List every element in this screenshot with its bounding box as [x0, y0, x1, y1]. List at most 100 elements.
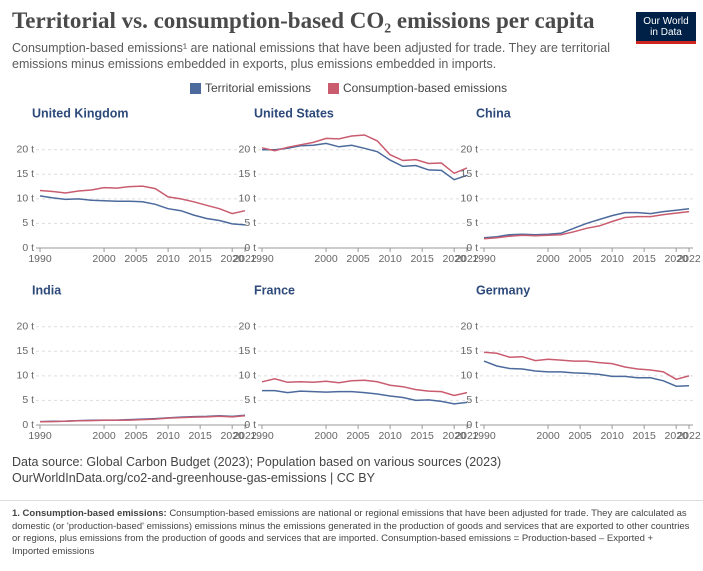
- x-tick-label: 2010: [156, 430, 180, 442]
- x-tick-label: 1990: [28, 430, 52, 442]
- x-tick-label: 2005: [568, 253, 592, 265]
- x-tick-label: 2022: [677, 253, 701, 265]
- x-tick-label: 1990: [250, 253, 274, 265]
- y-tick-label: 20 t: [460, 144, 478, 156]
- x-tick-label: 2010: [378, 253, 402, 265]
- y-tick-label: 15 t: [16, 345, 34, 357]
- y-tick-label: 5 t: [466, 394, 478, 406]
- y-tick-label: 0 t: [466, 242, 478, 254]
- y-tick-label: 15 t: [460, 345, 478, 357]
- x-tick-label: 2020: [221, 430, 245, 442]
- source-line[interactable]: OurWorldInData.org/co2-and-greenhouse-ga…: [12, 471, 375, 485]
- x-tick-label: 2020: [665, 430, 689, 442]
- x-tick-label: 2015: [410, 253, 434, 265]
- footnote-text: Consumption-based emissions are national…: [12, 508, 690, 557]
- x-tick-label: 2020: [443, 253, 467, 265]
- y-tick-label: 10 t: [16, 193, 34, 205]
- series-line: [262, 142, 468, 181]
- series-line: [39, 414, 246, 423]
- x-tick-label: 2000: [92, 253, 116, 265]
- title: Territorial vs. consumption-based CO₂ em…: [12, 8, 595, 33]
- y-tick-label: 10 t: [16, 370, 34, 382]
- footnote: 1. Consumption-based emissions: Consumpt…: [12, 508, 692, 558]
- panel-title: United Kingdom: [32, 106, 129, 120]
- y-tick-label: 5 t: [22, 217, 34, 229]
- legend-swatch: [328, 83, 339, 94]
- x-tick-label: 2005: [124, 253, 148, 265]
- source: Data source: Global Carbon Budget (2023)…: [12, 454, 501, 486]
- y-tick-label: 5 t: [22, 394, 34, 406]
- y-tick-label: 20 t: [238, 321, 256, 333]
- y-tick-label: 20 t: [16, 321, 34, 333]
- y-tick-label: 20 t: [16, 144, 34, 156]
- legend-label: Consumption-based emissions: [343, 81, 507, 95]
- x-tick-label: 2022: [455, 253, 479, 265]
- legend-swatch: [190, 83, 201, 94]
- y-tick-label: 0 t: [466, 419, 478, 431]
- panel-title: United States: [254, 106, 334, 120]
- x-tick-label: 2005: [568, 430, 592, 442]
- logo-text: Our World: [643, 16, 689, 27]
- y-tick-label: 0 t: [244, 419, 256, 431]
- logo[interactable]: Our World in Data: [636, 12, 696, 44]
- panel-title: India: [32, 283, 62, 297]
- x-tick-label: 2000: [92, 430, 116, 442]
- y-tick-label: 15 t: [16, 168, 34, 180]
- y-tick-label: 0 t: [244, 242, 256, 254]
- legend-label: Territorial emissions: [205, 81, 311, 95]
- y-tick-label: 5 t: [244, 394, 256, 406]
- x-tick-label: 2022: [677, 430, 701, 442]
- x-tick-label: 2015: [188, 430, 212, 442]
- charts: Territorial emissions Consumption-based e…: [16, 81, 701, 442]
- series-line: [483, 360, 690, 387]
- logo-text: in Data: [650, 27, 682, 38]
- x-tick-label: 2020: [221, 253, 245, 265]
- x-tick-label: 2010: [156, 253, 180, 265]
- x-tick-label: 2015: [632, 253, 656, 265]
- x-tick-label: 2022: [233, 430, 257, 442]
- series-line: [261, 378, 468, 397]
- y-tick-label: 15 t: [238, 168, 256, 180]
- y-tick-label: 20 t: [460, 321, 478, 333]
- x-tick-label: 2005: [346, 253, 370, 265]
- series-line: [262, 389, 468, 405]
- x-tick-label: 2015: [632, 430, 656, 442]
- x-tick-label: 2005: [124, 430, 148, 442]
- subtitle: Consumption-based emissions¹ are nationa…: [12, 41, 611, 71]
- series-line: [483, 210, 690, 240]
- x-tick-label: 2020: [443, 430, 467, 442]
- x-tick-label: 2020: [665, 253, 689, 265]
- series-line: [39, 185, 246, 215]
- x-tick-label: 2000: [536, 430, 560, 442]
- source-line: Data source: Global Carbon Budget (2023)…: [12, 455, 502, 469]
- x-tick-label: 2000: [314, 430, 338, 442]
- x-tick-label: 2022: [455, 430, 479, 442]
- y-tick-label: 10 t: [238, 370, 256, 382]
- y-tick-label: 10 t: [460, 193, 478, 205]
- x-tick-label: 2015: [188, 253, 212, 265]
- panel-title: Germany: [476, 283, 530, 297]
- series-line: [261, 134, 468, 175]
- legend-item[interactable]: Territorial emissions: [190, 81, 311, 95]
- separator: [0, 500, 703, 501]
- y-tick-label: 10 t: [460, 370, 478, 382]
- footnote-label: 1. Consumption-based emissions:: [12, 508, 167, 519]
- x-tick-label: 2022: [233, 253, 257, 265]
- y-tick-label: 20 t: [238, 144, 256, 156]
- y-tick-label: 15 t: [238, 345, 256, 357]
- y-tick-label: 5 t: [466, 217, 478, 229]
- x-tick-label: 1990: [250, 430, 274, 442]
- x-tick-label: 2015: [410, 430, 434, 442]
- x-tick-label: 1990: [472, 430, 496, 442]
- y-tick-label: 15 t: [460, 168, 478, 180]
- series-line: [483, 351, 690, 381]
- series-line: [483, 207, 690, 239]
- legend-item[interactable]: Consumption-based emissions: [328, 81, 507, 95]
- x-tick-label: 2010: [378, 430, 402, 442]
- y-tick-label: 0 t: [22, 419, 34, 431]
- y-tick-label: 10 t: [238, 193, 256, 205]
- x-tick-label: 2000: [314, 253, 338, 265]
- x-tick-label: 1990: [472, 253, 496, 265]
- x-tick-label: 2010: [600, 253, 624, 265]
